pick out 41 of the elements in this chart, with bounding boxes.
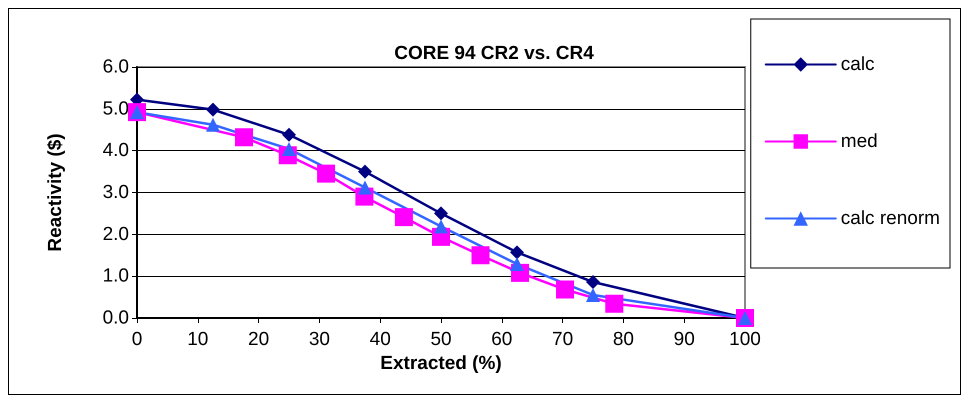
point: [434, 219, 448, 234]
y-tick-label: 4.0: [102, 140, 129, 162]
x-tick-label: 100: [729, 329, 761, 350]
x-tick-label: 80: [612, 329, 634, 350]
point: [472, 246, 490, 264]
legend-label: med: [840, 131, 878, 152]
point: [394, 208, 413, 226]
x-tick-label: 60: [491, 329, 512, 350]
point: [586, 288, 600, 302]
y-tick-label: 1.0: [102, 266, 129, 287]
y-tick-label: 5.0: [102, 98, 129, 120]
point: [556, 280, 574, 299]
point: [510, 257, 524, 272]
point: [235, 128, 254, 146]
y-axis-title: Reactivity ($): [45, 133, 66, 252]
x-axis-title: Extracted (%): [380, 352, 502, 374]
point: [206, 118, 220, 132]
x-tick-label: 40: [370, 329, 391, 350]
point: [317, 164, 336, 183]
y-tick-label: 3.0: [102, 182, 129, 203]
point: [358, 164, 372, 179]
y-tick-label: 2.0: [102, 224, 129, 245]
point: [206, 102, 220, 117]
x-tick-label: 10: [187, 329, 208, 350]
y-tick-label: 6.0: [102, 56, 129, 78]
y-tick-label: 0.0: [102, 308, 129, 328]
x-tick-label: 50: [430, 329, 452, 350]
x-tick-label: 70: [552, 329, 574, 350]
x-tick-label: 0: [132, 329, 142, 350]
legend-label: calc renorm: [840, 208, 940, 229]
point: [282, 128, 296, 142]
x-tick-label: 20: [248, 329, 270, 350]
point: [434, 206, 448, 220]
chart-title: CORE 94 CR2 vs. CR4: [394, 43, 594, 64]
point: [605, 294, 624, 313]
legend-label: calc: [840, 54, 875, 75]
point: [358, 180, 372, 194]
point: [586, 275, 600, 290]
point: [510, 245, 524, 260]
x-tick-label: 90: [674, 329, 695, 350]
x-tick-label: 30: [308, 329, 330, 350]
